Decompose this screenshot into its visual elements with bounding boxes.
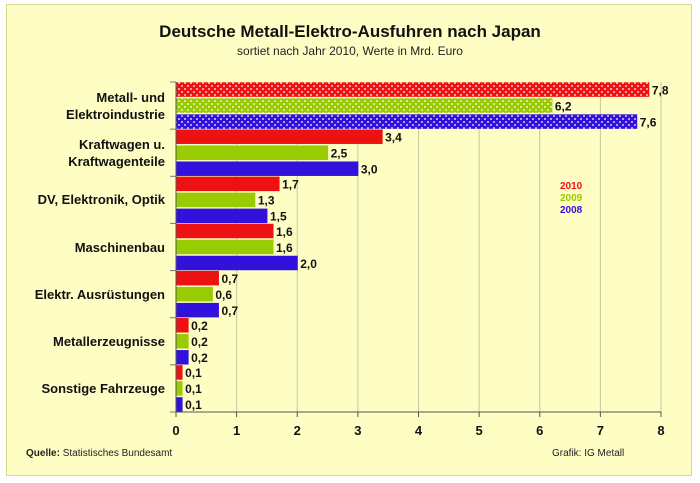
bar-2008 [176,397,183,412]
bar-2010 [176,318,189,333]
category-label-line: Maschinenbau [74,239,165,255]
data-label: 1,5 [270,210,287,224]
bar-2010 [176,223,274,239]
bar-2009 [176,381,183,396]
bar-2010 [176,270,219,286]
x-tick-label: 6 [536,423,543,438]
category-label: Sonstige Fahrzeuge [10,380,165,397]
source-text: Statistisches Bundesamt [62,448,173,459]
legend-item: 2009 [560,193,583,204]
category-label-line: Metallerzeugnisse [53,333,165,349]
bar-2008 [176,208,268,224]
x-tick-label: 3 [354,423,361,438]
category-label-line: Kraftwagen u. [79,136,165,152]
bar-2009 [176,145,329,160]
data-label: 0,2 [191,319,208,333]
data-label: 7,6 [640,115,657,129]
chart-subtitle: sortiet nach Jahr 2010, Werte in Mrd. Eu… [237,44,463,58]
bar-2009 [176,192,256,208]
legend-item: 2008 [560,205,583,216]
source-note: Quelle: Statistisches Bundesamt [26,448,172,459]
bar-2008 [176,350,189,365]
data-label: 2,5 [331,146,348,160]
bar-2010 [176,129,383,144]
data-label: 0,1 [185,366,202,380]
data-label: 0,2 [191,351,208,365]
category-label-line: Kraftwagenteile [68,153,165,169]
bar-2008 [176,161,359,176]
category-label: Elektr. Ausrüstungen [10,286,165,303]
bar-2008 [176,114,638,129]
bar-2008 [176,255,298,271]
data-label: 2,0 [300,257,317,271]
data-label: 1,3 [258,194,275,208]
bar-2008 [176,302,219,318]
x-tick-label: 4 [415,423,423,438]
bar-2009 [176,334,189,349]
category-label: Kraftwagen u. Kraftwagenteile [10,136,165,170]
data-label: 1,7 [282,178,299,192]
data-label: 1,6 [276,241,293,255]
x-tick-label: 5 [476,423,483,438]
x-tick-label: 0 [172,423,179,438]
source-label: Quelle: [26,448,60,459]
category-label: Metall- und Elektroindustrie [10,89,165,123]
data-label: 3,4 [385,130,402,144]
data-label: 0,1 [185,382,202,396]
category-label-line: Elektr. Ausrüstungen [34,286,165,302]
x-tick-label: 2 [294,423,301,438]
category-label-line: Elektroindustrie [66,106,165,122]
chart-title: Deutsche Metall-Elektro-Ausfuhren nach J… [159,22,541,41]
credit-note: Grafik: IG Metall [552,448,625,459]
x-tick-label: 8 [657,423,664,438]
x-tick-label: 1 [233,423,240,438]
category-label: Metallerzeugnisse [10,333,165,350]
bar-2009 [176,98,553,113]
data-label: 6,2 [555,99,572,113]
legend-item: 2010 [560,181,583,192]
data-label: 1,6 [276,225,293,239]
bar-2010 [176,365,183,380]
data-label: 0,2 [191,335,208,349]
data-label: 0,1 [185,398,202,412]
category-label-line: DV, Elektronik, Optik [37,192,165,208]
bar-2010 [176,176,280,192]
category-label: DV, Elektronik, Optik [10,191,165,208]
x-tick-label: 7 [597,423,604,438]
data-label: 7,8 [652,83,669,97]
data-label: 0,7 [221,304,238,318]
data-label: 0,7 [221,272,238,286]
category-label-line: Metall- und [96,89,165,105]
data-label: 0,6 [215,288,232,302]
category-label: Maschinenbau [10,239,165,256]
bar-2009 [176,239,274,255]
bar-2009 [176,286,213,302]
category-label-line: Sonstige Fahrzeuge [41,380,165,396]
bar-2010 [176,82,650,97]
data-label: 3,0 [361,162,378,176]
